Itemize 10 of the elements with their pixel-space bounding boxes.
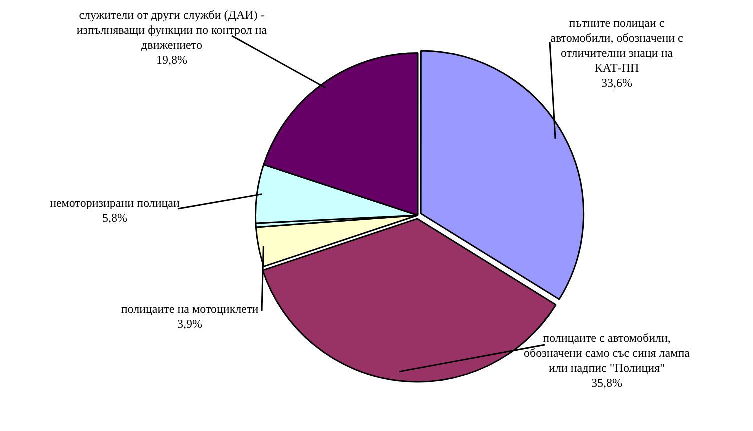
slice-label: полицаите на мотоциклети	[121, 302, 260, 316]
data-label: 3,9%	[178, 317, 202, 332]
data-label: 5,8%	[102, 211, 128, 226]
data-label: 19,8%	[156, 53, 188, 68]
slice-label: служители от други служби (ДАИ) - изпълняващи функции по контрол на движението	[76, 8, 268, 52]
slice-label: пътните полицаи с автомобили, обозначени с отличителни знаци на КАТ-ПП	[550, 16, 684, 76]
data-label: 35,8%	[592, 376, 622, 390]
slice-label: полицаите с автомобили, обозначени само със синя лампа или надпис "Полиция"	[524, 331, 691, 376]
data-label: 33,6%	[602, 76, 632, 90]
slice-label: немоторизирани полицаи	[50, 196, 181, 210]
